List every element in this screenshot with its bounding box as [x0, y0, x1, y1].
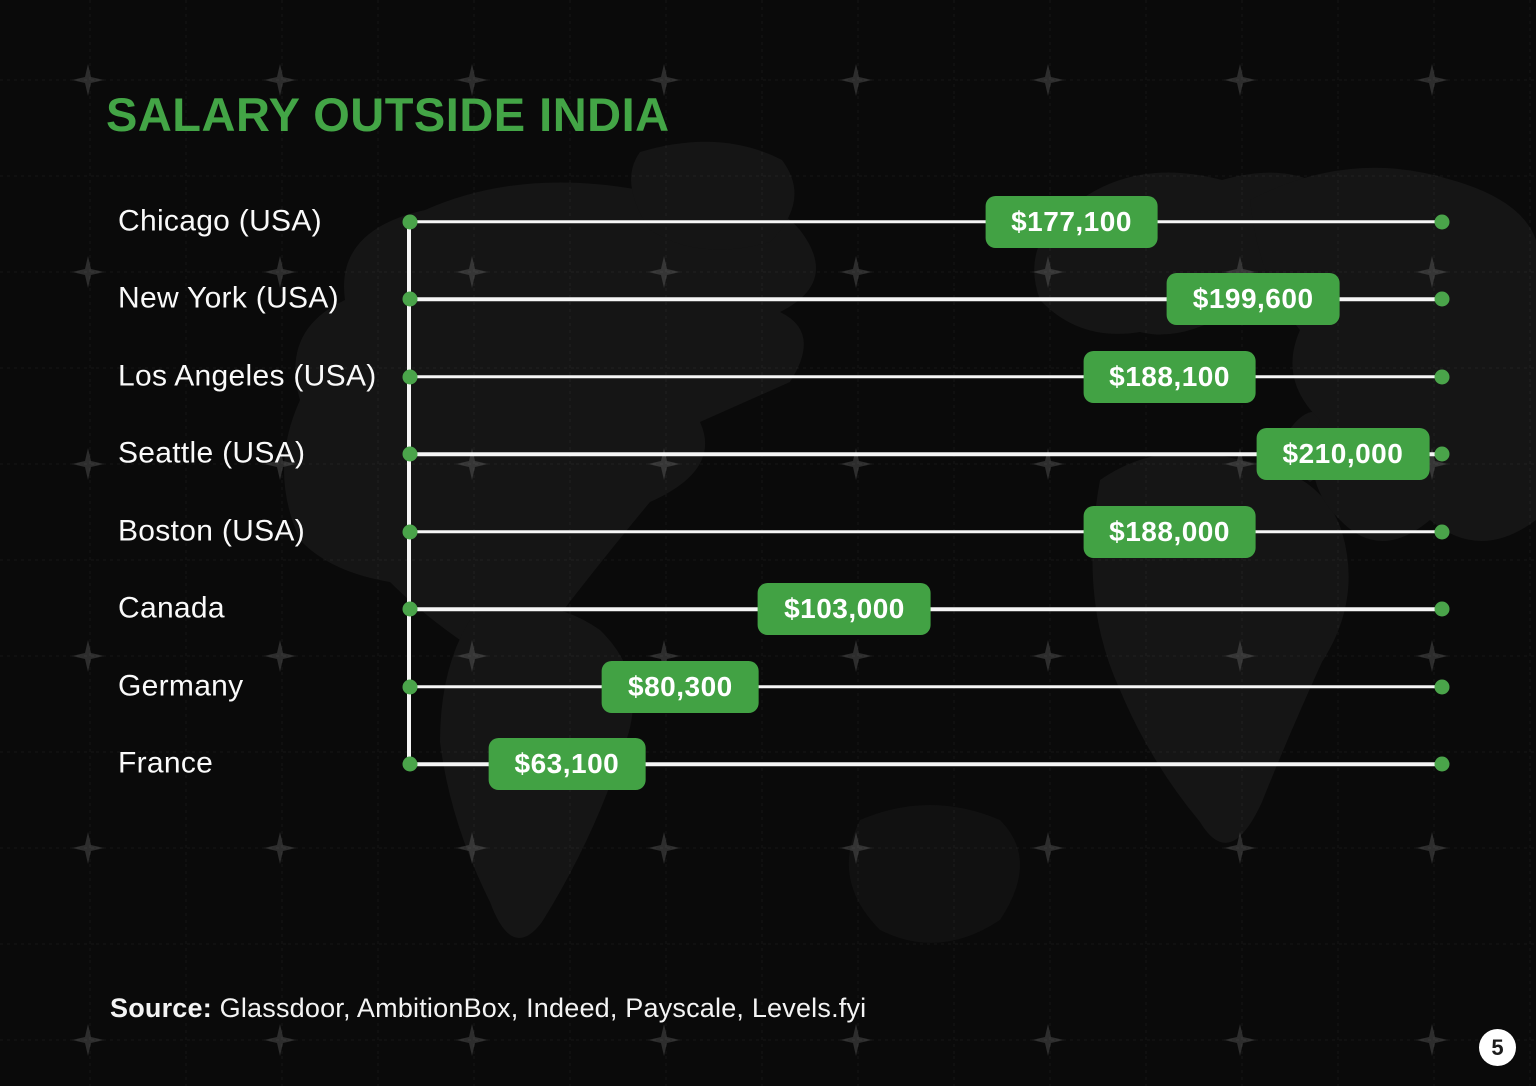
salary-chart: Chicago (USA) $177,100 New York (USA) $1…: [0, 183, 1536, 803]
value-badge: $210,000: [1256, 428, 1430, 481]
row-line: [410, 685, 1442, 689]
row-dot-right: [1434, 679, 1450, 695]
row-dot-right: [1434, 601, 1450, 617]
chart-row: Chicago (USA) $177,100: [0, 183, 1536, 261]
chart-rows: Chicago (USA) $177,100 New York (USA) $1…: [0, 183, 1536, 803]
row-line: [410, 452, 1442, 456]
value-badge: $103,000: [758, 583, 931, 636]
row-dot-left: [402, 601, 418, 617]
chart-row: Los Angeles (USA) $188,100: [0, 338, 1536, 416]
row-label: France: [118, 746, 214, 780]
row-dot-left: [402, 679, 418, 695]
row-dot-right: [1434, 369, 1450, 385]
chart-spine-line: [407, 222, 411, 765]
value-badge: $80,300: [602, 660, 759, 713]
row-dot-left: [402, 756, 418, 772]
value-badge: $188,100: [1083, 350, 1256, 403]
row-label: Canada: [118, 591, 225, 625]
row-dot-right: [1434, 214, 1450, 230]
row-line: [410, 220, 1442, 224]
row-line: [410, 375, 1442, 379]
row-label: Chicago (USA): [118, 204, 322, 238]
row-label: New York (USA): [118, 281, 339, 315]
value-badge: $63,100: [488, 738, 646, 791]
row-line: [410, 530, 1442, 534]
chart-row: Germany $80,300: [0, 648, 1536, 726]
row-dot-left: [402, 291, 418, 307]
row-dot-right: [1434, 446, 1450, 462]
row-dot-left: [402, 369, 418, 385]
value-badge: $188,000: [1083, 505, 1256, 558]
row-dot-right: [1434, 524, 1450, 540]
source-note: Source: Glassdoor, AmbitionBox, Indeed, …: [110, 993, 866, 1024]
row-label: Seattle (USA): [118, 436, 306, 470]
row-label: Los Angeles (USA): [118, 359, 377, 393]
row-dot-left: [402, 524, 418, 540]
chart-row: Boston (USA) $188,000: [0, 493, 1536, 571]
value-badge: $199,600: [1166, 273, 1340, 326]
row-label: Boston (USA): [118, 514, 305, 548]
row-line: [410, 762, 1442, 766]
chart-row: Seattle (USA) $210,000: [0, 416, 1536, 494]
value-badge: $177,100: [985, 195, 1158, 248]
chart-row: Canada $103,000: [0, 571, 1536, 649]
row-dot-left: [402, 214, 418, 230]
row-dot-right: [1434, 756, 1450, 772]
chart-row: France $63,100: [0, 726, 1536, 804]
row-label: Germany: [118, 669, 244, 703]
row-dot-right: [1434, 291, 1450, 307]
page-title: SALARY OUTSIDE INDIA: [106, 88, 670, 141]
source-label: Source:: [110, 993, 212, 1023]
row-line: [410, 297, 1442, 301]
chart-row: New York (USA) $199,600: [0, 261, 1536, 339]
row-dot-left: [402, 446, 418, 462]
page-number-badge: 5: [1479, 1029, 1516, 1066]
source-text: Glassdoor, AmbitionBox, Indeed, Payscale…: [211, 993, 867, 1023]
